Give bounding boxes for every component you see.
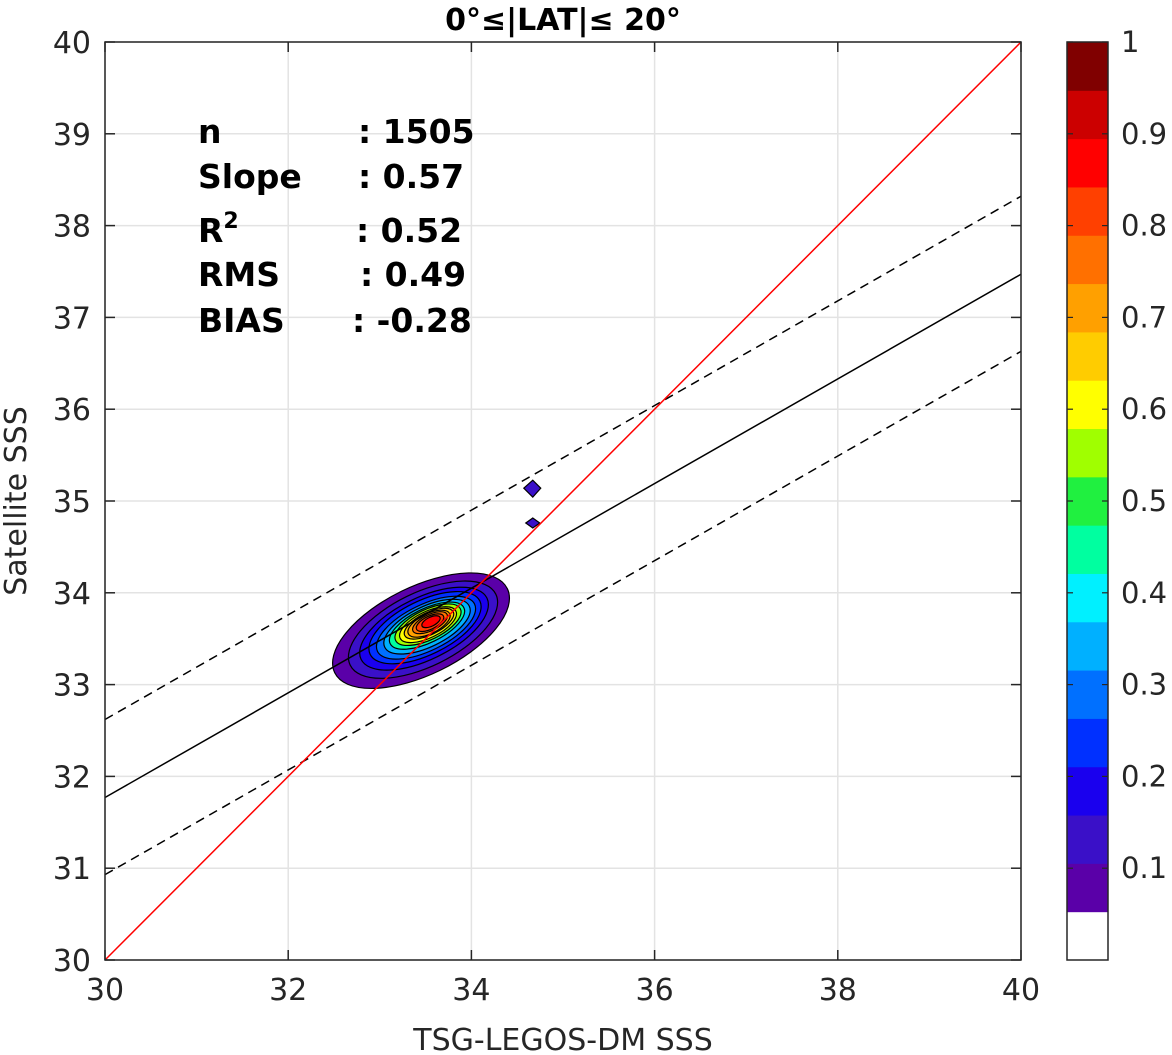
colorbar-segment: [1067, 525, 1108, 574]
y-tick-label: 37: [53, 301, 91, 336]
colorbar-tick-label: 0.2: [1121, 759, 1167, 793]
stat-value: : 0.57: [358, 157, 464, 196]
stat-value: : 1505: [358, 112, 475, 151]
axis-ticks: 30 32 34 36 38 40 30 31 32 33 34 35 36 37 38 39 40: [53, 26, 1040, 1008]
stat-value: : -0.28: [352, 301, 472, 340]
colorbar-segment: [1067, 42, 1108, 91]
colorbar-segment: [1067, 718, 1108, 768]
y-tick-label: 40: [53, 26, 91, 61]
chart-title: 0°≤|LAT|≤ 20°: [445, 3, 681, 38]
one-to-one-line: [104, 41, 1022, 961]
density-contour: [421, 615, 441, 629]
colorbar-tick-label: 0.1: [1121, 851, 1167, 885]
x-tick-label: 38: [819, 973, 857, 1008]
x-tick-label: 34: [452, 973, 490, 1008]
colorbar-segment: [1067, 766, 1108, 816]
fit-lines: [104, 41, 1022, 961]
colorbar-segment: [1067, 186, 1108, 236]
colorbar-segment: [1067, 235, 1108, 285]
y-tick-label: 31: [53, 852, 91, 887]
lower-bound-dashed-line: [104, 350, 1022, 876]
stat-label: BIAS: [198, 301, 285, 340]
regression-line: [104, 273, 1022, 799]
colorbar-tick-label: 0.8: [1121, 209, 1167, 243]
stat-label: n: [198, 112, 222, 151]
y-tick-label: 35: [53, 485, 91, 520]
y-tick-label: 38: [53, 210, 91, 245]
colorbar-segment: [1067, 863, 1108, 913]
y-tick-label: 33: [53, 669, 91, 704]
colorbar-segment: [1067, 380, 1108, 430]
outlier-contour: [522, 479, 542, 499]
statistics-annotation: n : 1505 Slope : 0.57 R2 : 0.52 RMS : 0.49 BIAS:…: [198, 112, 475, 340]
colorbar: 0.1 0.2 0.3 0.4 0.5 0.6 0.7 0.8 0.9 1: [1066, 25, 1167, 961]
colorbar-segment: [1067, 283, 1108, 333]
outlier-contour: [524, 517, 541, 529]
colorbar-tick-label: 0.9: [1121, 117, 1167, 151]
stat-value: : 0.49: [360, 255, 466, 294]
density-contours: [332, 479, 542, 690]
colorbar-tick-label: 0.4: [1121, 576, 1167, 610]
x-tick-label: 36: [636, 973, 674, 1008]
x-axis-label: TSG-LEGOS-DM SSS: [412, 1023, 713, 1055]
x-tick-label: 30: [86, 973, 124, 1008]
y-tick-label: 39: [53, 118, 91, 153]
colorbar-segment: [1067, 670, 1108, 719]
colorbar-tick-label: 1: [1121, 25, 1139, 59]
colorbar-segment: [1067, 621, 1108, 671]
colorbar-segment: [1067, 911, 1108, 961]
colorbar-tick-label: 0.5: [1121, 484, 1167, 518]
stat-label: RMS: [198, 255, 280, 294]
colorbar-segment: [1067, 815, 1108, 864]
y-tick-label: 30: [53, 944, 91, 979]
upper-bound-dashed-line: [104, 195, 1022, 721]
stat-label: Slope: [198, 157, 302, 196]
y-tick-label: 36: [53, 393, 91, 428]
y-axis-label: Satellite SSS: [0, 406, 34, 596]
y-tick-label: 34: [53, 577, 91, 612]
stat-label: R2: [198, 209, 239, 250]
colorbar-segment: [1067, 428, 1108, 478]
stat-value: : 0.52: [356, 211, 462, 250]
colorbar-tick-label: 0.3: [1121, 668, 1167, 702]
x-tick-label: 40: [1002, 973, 1040, 1008]
colorbar-segment: [1067, 331, 1108, 381]
x-tick-label: 32: [269, 973, 307, 1008]
colorbar-tick-label: 0.6: [1121, 392, 1167, 426]
colorbar-segment: [1067, 476, 1108, 526]
colorbar-tick-label: 0.7: [1121, 300, 1167, 334]
colorbar-segment: [1067, 573, 1108, 623]
colorbar-segment: [1067, 90, 1108, 140]
y-tick-label: 32: [53, 760, 91, 795]
colorbar-segment: [1067, 138, 1108, 188]
